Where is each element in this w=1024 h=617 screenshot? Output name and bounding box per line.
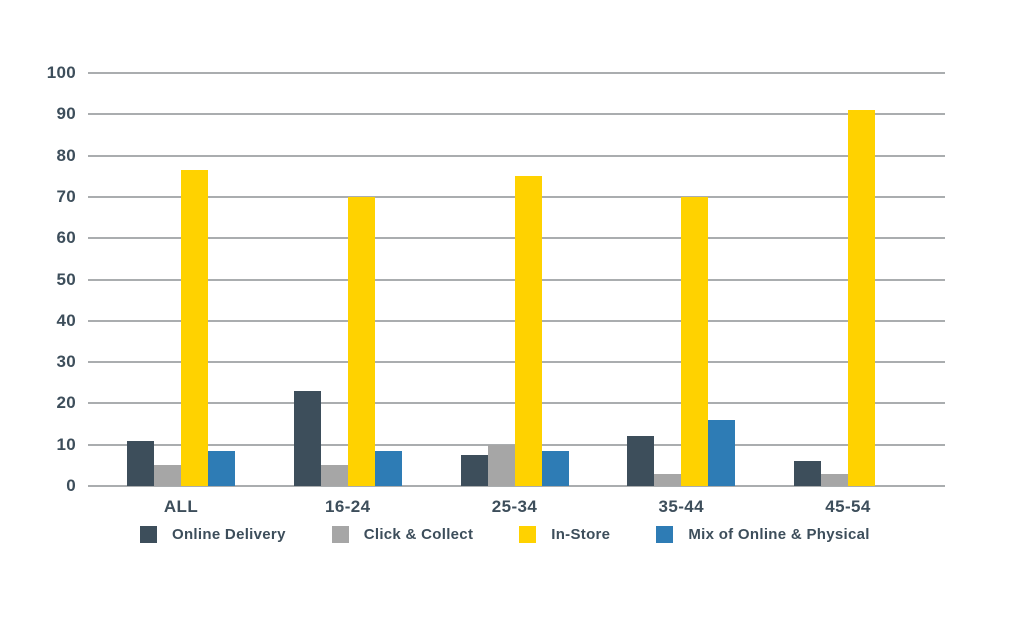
- y-tick-label-0: 0: [66, 476, 76, 495]
- y-tick-label-100: 100: [46, 63, 76, 82]
- bar-group-16-24: 16-24: [293, 73, 402, 516]
- x-tick-label-25-34: 25-34: [491, 497, 538, 516]
- legend-swatch-icon: [331, 526, 349, 543]
- y-tick-label-50: 50: [56, 269, 76, 289]
- bar-online-delivery-16-24: [293, 391, 321, 486]
- gridline-y-80: [88, 154, 945, 157]
- y-tick-label-30: 30: [56, 352, 76, 372]
- y-tick-label-70: 70: [56, 186, 76, 206]
- bar-online-delivery-25-34: [460, 455, 488, 486]
- legend-swatch-icon: [519, 526, 537, 543]
- plot-area: ALL 16-24 25-34 35-44 45-54: [88, 72, 945, 516]
- bar-mix-of-online-physical-35-44: [708, 419, 736, 486]
- legend-label: In-Store: [551, 526, 611, 543]
- y-tick-label-40: 40: [56, 310, 76, 330]
- bar-group-all: ALL: [127, 73, 235, 516]
- legend-label: Mix of Online & Physical: [688, 526, 870, 543]
- bar-online-delivery-45-54: [794, 461, 821, 486]
- x-tick-label-all: ALL: [163, 497, 199, 516]
- bar-click-collect-16-24: [320, 465, 348, 486]
- bar-click-collect-all: [154, 465, 181, 486]
- x-tick-label-16-24: 16-24: [325, 497, 371, 516]
- legend-item-mix-of-online-physical: Mix of Online & Physical: [656, 526, 869, 543]
- bar-online-delivery-all: [127, 440, 154, 486]
- y-tick-label-20: 20: [56, 393, 76, 413]
- x-tick-label-45-54: 45-54: [825, 497, 871, 516]
- legend-item-click-collect: Click & Collect: [331, 526, 474, 543]
- bar-mix-of-online-physical-16-24: [374, 450, 402, 486]
- bar-online-delivery-35-44: [627, 436, 655, 486]
- bar-group-45-54: 45-54: [794, 73, 902, 516]
- legend-swatch-icon: [140, 526, 157, 543]
- legend-label: Online Delivery: [172, 526, 286, 543]
- y-tick-label-90: 90: [56, 104, 76, 124]
- bar-click-collect-25-34: [487, 444, 515, 486]
- bar-mix-of-online-physical-all: [208, 450, 235, 486]
- x-tick-label-35-44: 35-44: [658, 497, 704, 516]
- bar-in-store-all: [181, 170, 208, 486]
- bar-mix-of-online-physical-25-34: [541, 450, 569, 486]
- y-tick-label-60: 60: [56, 228, 76, 248]
- legend-item-online-delivery: Online Delivery: [140, 526, 286, 543]
- bar-group-25-34: 25-34: [460, 73, 569, 516]
- legend-swatch-icon: [656, 526, 674, 543]
- y-tick-label-10: 10: [56, 434, 76, 454]
- gridline-y-0: [88, 485, 945, 487]
- gridline-y-90: [88, 113, 945, 116]
- bar-click-collect-35-44: [654, 473, 682, 486]
- bar-group-35-44: 35-44: [627, 73, 736, 516]
- legend-label: Click & Collect: [363, 526, 474, 543]
- bar-click-collect-45-54: [821, 473, 848, 486]
- bar-in-store-45-54: [848, 110, 875, 486]
- legend-item-in-store: In-Store: [519, 526, 610, 543]
- bar-in-store-25-34: [514, 176, 542, 486]
- bar-in-store-16-24: [347, 196, 375, 486]
- legend: Online Delivery Click & Collect In-Store Mi…: [140, 526, 870, 543]
- bar-in-store-35-44: [681, 196, 709, 486]
- bar-groups: ALL 16-24 25-34 35-44 45-54: [88, 73, 945, 516]
- y-tick-label-80: 80: [56, 145, 76, 165]
- gridline-y-100: [88, 72, 945, 74]
